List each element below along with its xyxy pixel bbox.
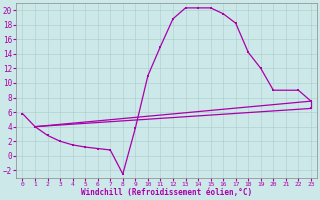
X-axis label: Windchill (Refroidissement éolien,°C): Windchill (Refroidissement éolien,°C) xyxy=(81,188,252,197)
